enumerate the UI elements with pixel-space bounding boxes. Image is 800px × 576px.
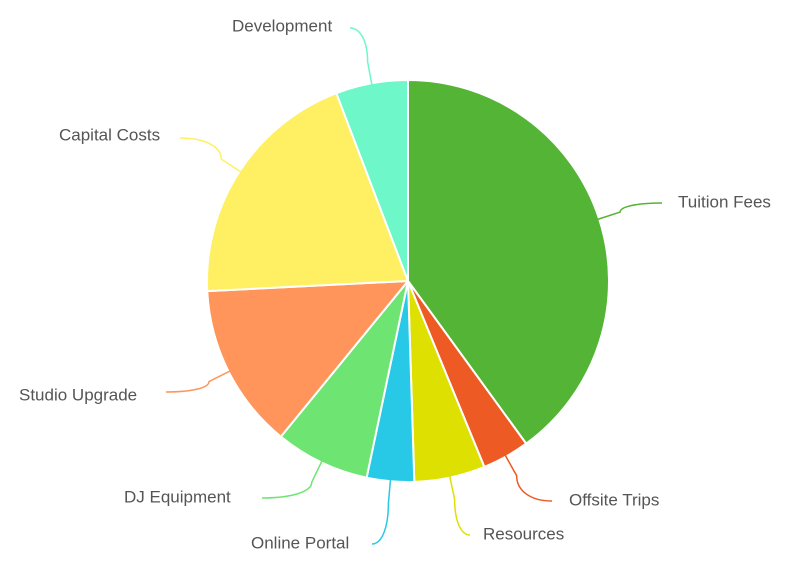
pie-slices — [206, 79, 610, 483]
connector-studio-upgrade — [165, 370, 231, 393]
slice-label-dj-equipment: DJ Equipment — [124, 487, 231, 506]
slice-label-development: Development — [232, 16, 332, 35]
slice-label-capital-costs: Capital Costs — [59, 125, 160, 144]
connector-capital-costs — [179, 137, 242, 173]
slice-label-online-portal: Online Portal — [251, 533, 349, 552]
slice-label-resources: Resources — [483, 524, 564, 543]
slice-label-studio-upgrade: Studio Upgrade — [19, 385, 137, 404]
connector-tuition-fees — [597, 202, 663, 221]
connector-development — [349, 27, 373, 86]
connector-offsite-trips — [504, 454, 553, 502]
slice-label-tuition-fees: Tuition Fees — [678, 192, 771, 211]
connector-resources — [448, 475, 471, 536]
label-connectors — [165, 27, 663, 545]
slice-labels: Tuition Fees Offsite Trips Resources Online… — [19, 16, 771, 552]
connector-dj-equipment — [261, 460, 323, 499]
connector-online-portal — [371, 479, 392, 545]
slice-label-offsite-trips: Offsite Trips — [569, 490, 659, 509]
